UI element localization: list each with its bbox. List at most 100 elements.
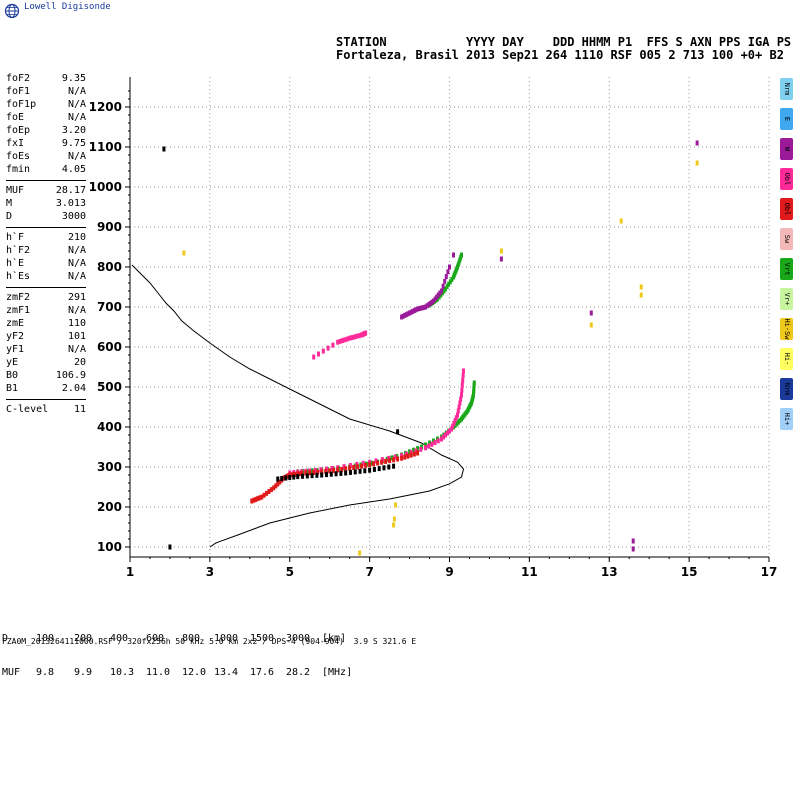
muf-value: 11.0 <box>146 667 171 678</box>
echo-mark <box>269 487 273 493</box>
param-value: 110 <box>67 318 86 329</box>
param-value: N/A <box>67 344 86 355</box>
x-tick-label: 5 <box>286 565 294 579</box>
echo-mark <box>456 408 460 414</box>
echo-mark <box>304 470 308 476</box>
echo-mark <box>428 300 432 306</box>
echo-mark <box>312 354 316 360</box>
echo-mark <box>300 470 304 476</box>
param-row: yF1 N/A <box>6 343 86 356</box>
echo-mark <box>400 314 404 320</box>
echo-mark <box>443 278 447 284</box>
echo-mark <box>324 468 328 474</box>
distance-value: 600 <box>146 633 165 644</box>
param-label: B0 <box>6 370 19 381</box>
param-value: 9.35 <box>61 73 86 84</box>
mode-legend-label: Hi-Sw <box>783 318 791 340</box>
param-label: foEp <box>6 125 31 136</box>
echo-mark <box>348 463 352 469</box>
param-row: zmE 110 <box>6 317 86 330</box>
echo-mark <box>461 368 465 374</box>
param-separator <box>6 283 86 288</box>
echo-mark <box>288 475 292 481</box>
echo-mark <box>320 472 324 478</box>
echo-mark <box>392 463 396 469</box>
echo-mark <box>340 466 344 472</box>
mode-legend-label: Obl <box>783 202 791 216</box>
echo-mark <box>455 421 459 427</box>
param-row: D 3000 <box>6 210 86 223</box>
echo-mark <box>280 476 284 482</box>
param-row: foE N/A <box>6 111 86 124</box>
echo-mark <box>444 274 448 280</box>
echo-mark <box>396 429 400 435</box>
muf-value: 9.8 <box>36 667 55 678</box>
echo-mark <box>262 492 266 498</box>
echo-mark <box>448 264 451 270</box>
echo-mark <box>404 312 408 318</box>
echo-mark <box>368 467 372 473</box>
param-row: h`F 210 <box>6 231 86 244</box>
param-label: MUF <box>6 185 25 196</box>
param-value: 101 <box>67 331 86 342</box>
echo-mark <box>372 461 376 467</box>
echo-mark <box>388 458 392 464</box>
param-row: h`E N/A <box>6 257 86 270</box>
distance-value: 400 <box>110 633 129 644</box>
header-line-1: STATION YYYY DAY DDD HHMM P1 FFS S AXN P… <box>336 35 792 49</box>
param-value: 291 <box>67 292 86 303</box>
mode-legend-item: Obl <box>780 198 793 220</box>
echo-mark <box>461 378 465 384</box>
echo-mark <box>345 336 349 342</box>
echo-mark <box>377 466 381 472</box>
echo-mark <box>315 472 319 478</box>
distance-value: 1500 <box>250 633 275 644</box>
echo-mark <box>368 462 372 468</box>
echo-mark <box>451 252 455 258</box>
echo-mark <box>419 446 423 452</box>
param-label: fmin <box>6 164 31 175</box>
echo-mark <box>336 339 340 345</box>
echo-mark <box>459 392 463 398</box>
echo-mark <box>317 351 321 357</box>
echo-mark <box>364 462 368 468</box>
echo-mark <box>438 290 442 296</box>
echo-mark <box>589 322 593 328</box>
echo-mark <box>296 474 300 480</box>
echo-mark <box>412 447 416 453</box>
echo-mark <box>348 469 352 475</box>
param-row: h`F2 N/A <box>6 244 86 257</box>
echo-mark <box>352 464 356 470</box>
echo-mark <box>380 459 384 465</box>
parameter-list: foF2 9.35 foF1 N/A foF1p N/A foE N/A foEp 3.20 fxI… <box>6 72 86 416</box>
echo-mark <box>352 334 356 340</box>
param-value: N/A <box>67 151 86 162</box>
y-tick-label: 100 <box>97 540 122 554</box>
param-value: 28.17 <box>55 185 86 196</box>
echo-mark <box>409 309 413 315</box>
echo-mark <box>631 538 635 544</box>
x-tick-label: 13 <box>601 565 618 579</box>
echo-mark <box>182 250 186 256</box>
param-row: foEs N/A <box>6 150 86 163</box>
echo-mark <box>416 450 420 456</box>
param-label: C-level <box>6 404 49 415</box>
echo-mark <box>395 453 399 459</box>
param-value: 11 <box>73 404 86 415</box>
echo-mark <box>440 288 444 294</box>
echo-mark <box>406 311 410 317</box>
echo-mark <box>355 333 359 339</box>
echo-mark <box>393 454 397 460</box>
echo-mark <box>425 303 429 309</box>
echo-mark <box>392 522 396 528</box>
param-label: yF1 <box>6 344 25 355</box>
echo-mark <box>376 460 380 466</box>
mode-legend-label: Sw <box>783 234 791 244</box>
echo-mark <box>353 469 357 475</box>
echo-mark <box>382 465 386 471</box>
echo-mark <box>422 304 426 310</box>
echo-mark <box>297 471 301 477</box>
param-label: foF1 <box>6 86 31 97</box>
electron-density-profile <box>131 264 465 548</box>
mode-legend-label: Nrm <box>783 82 791 96</box>
